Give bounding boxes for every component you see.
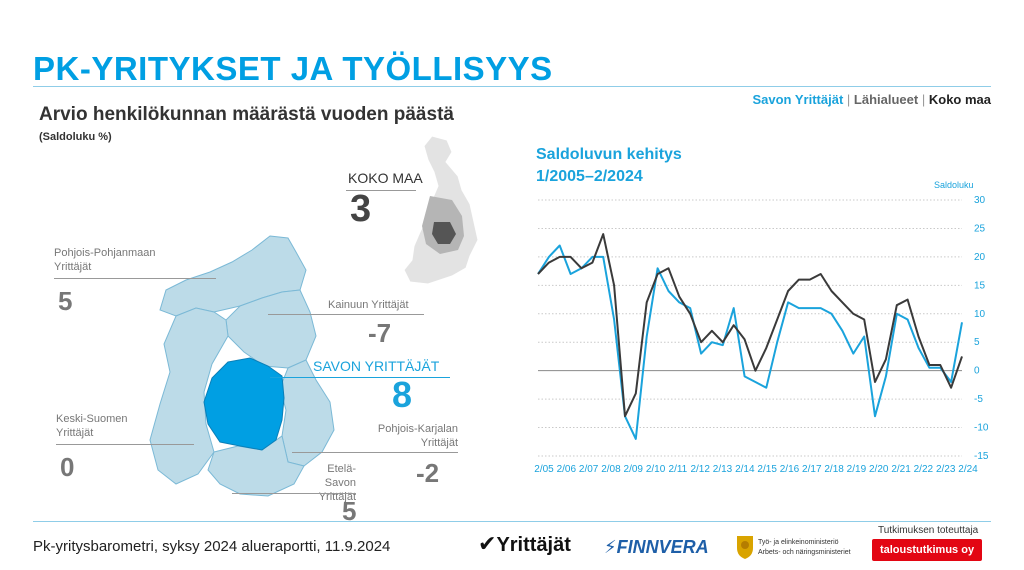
y-tick-label: 20 xyxy=(974,252,986,263)
region-label-keski-suomi: Keski-Suomen Yrittäjät xyxy=(56,413,128,439)
x-tick-label: 2/05 xyxy=(534,464,554,475)
taloustutkimus-caption: Tutkimuksen toteuttaja xyxy=(878,525,979,536)
y-axis-caption: Saldoluku xyxy=(934,180,974,190)
finnvera-mark-icon: ⚡ xyxy=(604,537,617,557)
tem-logo: Työ- ja elinkeinoministeriö Arbets- och … xyxy=(734,534,864,564)
x-tick-label: 2/15 xyxy=(757,464,777,475)
koko-maa-leader xyxy=(346,190,416,191)
legend-separator: | xyxy=(846,92,851,107)
koko-maa-value: 3 xyxy=(350,188,372,230)
leader-savon xyxy=(270,377,450,378)
lion-crest-icon xyxy=(737,536,753,559)
region-label-savon: SAVON YRITTÄJÄT xyxy=(313,358,440,374)
y-tick-label: 30 xyxy=(974,195,986,206)
page-title: PK-YRITYKSET JA TYÖLLISYYS xyxy=(33,50,553,87)
region-value-keski-suomi: 0 xyxy=(60,452,75,482)
section-note: (Saldoluku %) xyxy=(39,131,112,143)
x-tick-label: 2/19 xyxy=(847,464,867,475)
leader-kainuu xyxy=(268,314,424,315)
region-value-pohjois-karjala: -2 xyxy=(416,458,440,488)
region-label-pohjois-pohjanmaa: Pohjois-Pohjanmaan Yrittäjät xyxy=(54,247,156,273)
y-tick-label: -10 xyxy=(974,423,989,434)
x-tick-label: 2/14 xyxy=(735,464,755,475)
legend-lahialueet: Lähialueet xyxy=(853,92,919,107)
region-label-etela-savo: Etelä-Savon Yrittäjät xyxy=(318,463,356,503)
region-value-pohjois-pohjanmaa: 5 xyxy=(58,286,73,316)
leader-etela-savo xyxy=(232,493,356,494)
x-tick-label: 2/20 xyxy=(869,464,889,475)
chart-title: Saldoluvun kehitys 1/2005–2/2024 xyxy=(536,146,682,185)
tem-line2: Arbets- och näringsministeriet xyxy=(758,549,851,556)
x-tick-label: 2/11 xyxy=(669,464,688,475)
x-tick-label: 2/09 xyxy=(624,464,644,475)
leader-keski-suomi xyxy=(56,444,194,445)
x-tick-label: 2/23 xyxy=(936,464,956,475)
legend-koko-maa: Koko maa xyxy=(928,92,991,107)
x-tick-label: 2/12 xyxy=(690,464,710,475)
x-tick-label: 2/17 xyxy=(802,464,822,475)
title-divider xyxy=(33,86,991,87)
finnvera-logo: ⚡FINNVERA xyxy=(604,537,709,557)
x-tick-label: 2/10 xyxy=(646,464,666,475)
region-label-pohjois-karjala: Pohjois-Karjalan Yrittäjät xyxy=(377,423,458,449)
section-subtitle: Arvio henkilökunnan määrästä vuoden pääs… xyxy=(39,104,454,125)
top-legend: Savon Yrittäjät | Lähialueet | Koko maa xyxy=(752,92,991,107)
legend-savon: Savon Yrittäjät xyxy=(752,92,844,107)
y-tick-label: 10 xyxy=(974,309,986,320)
x-tick-label: 2/07 xyxy=(579,464,599,475)
x-tick-label: 2/16 xyxy=(780,464,800,475)
map-pohjois-karjala xyxy=(279,359,335,467)
report-caption: Pk-yritysbarometri, syksy 2024 aluerapor… xyxy=(33,538,391,555)
x-tick-label: 2/24 xyxy=(958,464,978,475)
legend-separator: | xyxy=(921,92,926,107)
region-value-kainuu: -7 xyxy=(368,318,392,348)
y-tick-label: -15 xyxy=(974,451,989,462)
region-value-etela-savo: 5 xyxy=(342,496,357,526)
leader-pohjois-pohjanmaa xyxy=(54,278,216,279)
y-tick-label: 15 xyxy=(974,280,986,291)
series-koko-maa-line xyxy=(537,233,963,418)
y-tick-label: 5 xyxy=(974,337,980,348)
x-tick-label: 2/18 xyxy=(824,464,844,475)
region-label-kainuu: Kainuun Yrittäjät xyxy=(328,299,409,311)
y-tick-label: 0 xyxy=(974,366,980,377)
series-savon-yrittajat-line xyxy=(537,244,963,440)
x-tick-label: 2/08 xyxy=(601,464,621,475)
yrittajat-logo: ✔Yrittäjät xyxy=(478,531,571,556)
footer-divider xyxy=(33,521,991,522)
finland-savon-area xyxy=(432,222,456,244)
region-value-savon: 8 xyxy=(392,374,413,415)
koko-maa-label: KOKO MAA xyxy=(348,170,423,186)
leader-pohjois-karjala xyxy=(292,452,458,453)
taloustutkimus-logo: taloustutkimus oy xyxy=(872,539,982,561)
x-tick-label: 2/06 xyxy=(557,464,577,475)
yrittajat-mark-icon: ✔ xyxy=(478,531,497,556)
x-tick-label: 2/22 xyxy=(914,464,934,475)
x-tick-label: 2/13 xyxy=(713,464,733,475)
x-tick-label: 2/21 xyxy=(891,464,911,475)
map-pohjois-savo xyxy=(203,357,285,451)
tem-line1: Työ- ja elinkeinoministeriö xyxy=(758,539,839,546)
y-tick-label: -5 xyxy=(974,394,983,405)
y-tick-label: 25 xyxy=(974,223,986,234)
